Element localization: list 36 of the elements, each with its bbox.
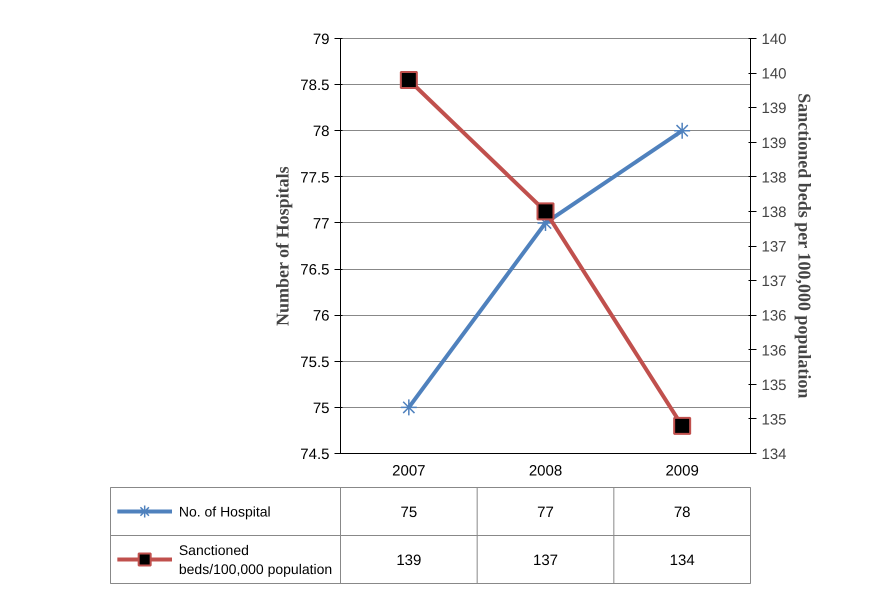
y2-tick-label: 137 [762, 238, 787, 256]
y2-tick-label: 136 [762, 342, 787, 360]
y2-tick-label: 137 [762, 273, 787, 290]
y2-axis-title: Sanctioned beds per 100,000 population [794, 93, 815, 398]
data-label: 75 [400, 504, 418, 521]
data-label: 137 [532, 552, 558, 569]
y-tick-label: 77 [312, 215, 330, 232]
y-tick-label: 74.5 [300, 446, 330, 463]
x-tick-label: 2009 [665, 462, 699, 480]
y-tick-label: 76 [312, 308, 330, 325]
y2-tick-label: 139 [762, 134, 787, 152]
y-tick-label: 75 [312, 400, 330, 417]
y2-tick-label: 138 [762, 204, 787, 221]
y2-tick-label: 135 [762, 376, 787, 394]
legend-label: No. of Hospital [178, 504, 271, 520]
data-label: 77 [537, 504, 554, 521]
legend-label: Sanctioned beds/100,000 population [178, 542, 332, 578]
y-tick-label: 78 [312, 123, 330, 140]
y-tick-label: 76.5 [300, 262, 330, 279]
y2-tick-label: 140 [762, 66, 787, 83]
y-tick-label: 75.5 [300, 354, 330, 371]
data-label: 134 [670, 552, 695, 569]
y2-tick-label: 136 [762, 308, 787, 325]
y-tick-label: 78.5 [300, 77, 330, 94]
y2-tick-label: 134 [762, 446, 787, 463]
x-tick-label: 2007 [392, 462, 426, 480]
y2-tick-label: 135 [762, 411, 787, 428]
y-tick-label: 77.5 [300, 169, 330, 186]
data-label: 139 [396, 552, 422, 569]
y-axis-title: Number of Hospitals [272, 166, 292, 326]
y-tick-label: 79 [312, 31, 330, 48]
y2-tick-label: 140 [762, 31, 787, 48]
y2-tick-label: 139 [762, 100, 787, 118]
y2-tick-label: 138 [762, 169, 787, 186]
data-label: 78 [674, 504, 691, 521]
x-tick-label: 2008 [528, 462, 562, 480]
